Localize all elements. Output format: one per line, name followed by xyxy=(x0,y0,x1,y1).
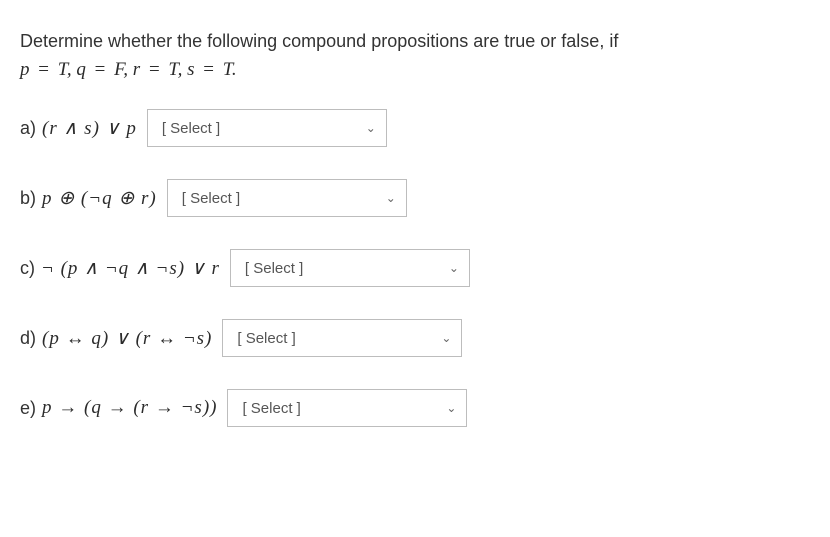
chevron-down-icon: ⌄ xyxy=(434,401,456,415)
question-e-label: e) xyxy=(20,398,36,419)
question-d-select[interactable]: [ Select ] ⌄ xyxy=(222,319,462,357)
assign-q-var: q xyxy=(76,59,86,80)
term: . xyxy=(232,59,237,80)
assign-s-val: T xyxy=(223,59,232,80)
eq-sign: = xyxy=(86,59,114,80)
sep: , xyxy=(67,59,77,80)
select-placeholder: [ Select ] xyxy=(242,400,434,417)
eq-sign: = xyxy=(194,59,222,80)
select-placeholder: [ Select ] xyxy=(245,260,437,277)
question-a-expr: (r ∧ s) ∨ p xyxy=(42,117,137,140)
question-c-row: c) ¬ (p ∧ ¬q ∧ ¬s) ∨ r [ Select ] ⌄ xyxy=(20,249,810,287)
question-e-select[interactable]: [ Select ] ⌄ xyxy=(227,389,467,427)
question-d-expr: (p ↔ q) ∨ (r ↔ ¬s) xyxy=(42,327,212,350)
select-placeholder: [ Select ] xyxy=(162,120,354,137)
question-e-expr: p → (q → (r → ¬s)) xyxy=(42,397,217,419)
prompt-text: Determine whether the following compound… xyxy=(20,28,810,55)
sep: , xyxy=(178,59,188,80)
chevron-down-icon: ⌄ xyxy=(374,191,396,205)
question-b-select[interactable]: [ Select ] ⌄ xyxy=(167,179,407,217)
chevron-down-icon: ⌄ xyxy=(437,261,459,275)
question-b-label: b) xyxy=(20,188,36,209)
sep: , xyxy=(123,59,133,80)
question-d-row: d) (p ↔ q) ∨ (r ↔ ¬s) [ Select ] ⌄ xyxy=(20,319,810,357)
eq-sign: = xyxy=(140,59,168,80)
assign-p-val: T xyxy=(58,59,67,80)
assign-p-var: p xyxy=(20,59,30,80)
question-a-row: a) (r ∧ s) ∨ p [ Select ] ⌄ xyxy=(20,109,810,147)
eq-sign: = xyxy=(30,59,58,80)
question-c-select[interactable]: [ Select ] ⌄ xyxy=(230,249,470,287)
question-b-row: b) p ⊕ (¬q ⊕ r) [ Select ] ⌄ xyxy=(20,179,810,217)
assignment-line: p = T, q = F, r = T, s = T. xyxy=(20,59,810,81)
assign-r-val: T xyxy=(168,59,177,80)
select-placeholder: [ Select ] xyxy=(237,330,429,347)
question-e-row: e) p → (q → (r → ¬s)) [ Select ] ⌄ xyxy=(20,389,810,427)
question-c-label: c) xyxy=(20,258,35,279)
select-placeholder: [ Select ] xyxy=(182,190,374,207)
chevron-down-icon: ⌄ xyxy=(354,121,376,135)
question-a-select[interactable]: [ Select ] ⌄ xyxy=(147,109,387,147)
question-b-expr: p ⊕ (¬q ⊕ r) xyxy=(42,187,157,210)
question-c-expr: ¬ (p ∧ ¬q ∧ ¬s) ∨ r xyxy=(41,257,220,280)
chevron-down-icon: ⌄ xyxy=(429,331,451,345)
question-d-label: d) xyxy=(20,328,36,349)
assign-q-val: F xyxy=(114,59,123,80)
question-a-label: a) xyxy=(20,118,36,139)
